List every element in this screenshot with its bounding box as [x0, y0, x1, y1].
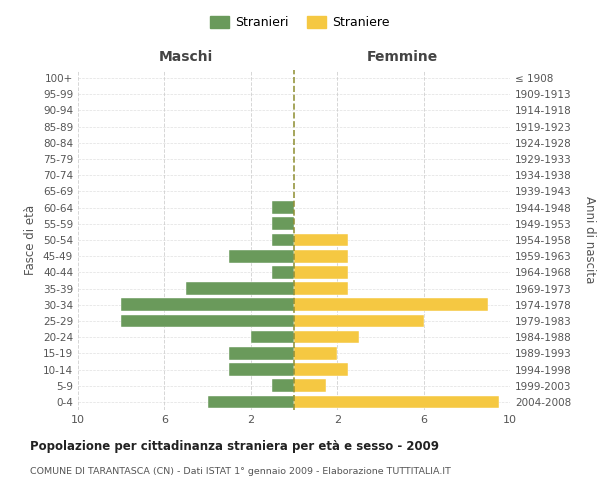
Bar: [294, 380, 326, 392]
Y-axis label: Fasce di età: Fasce di età: [25, 205, 37, 275]
Bar: [294, 347, 337, 360]
Text: Popolazione per cittadinanza straniera per età e sesso - 2009: Popolazione per cittadinanza straniera p…: [30, 440, 439, 453]
Bar: [272, 202, 294, 214]
Bar: [272, 234, 294, 246]
Text: COMUNE DI TARANTASCA (CN) - Dati ISTAT 1° gennaio 2009 - Elaborazione TUTTITALIA: COMUNE DI TARANTASCA (CN) - Dati ISTAT 1…: [30, 468, 451, 476]
Bar: [294, 282, 348, 295]
Bar: [294, 331, 359, 344]
Bar: [272, 218, 294, 230]
Bar: [208, 396, 294, 408]
Bar: [272, 266, 294, 278]
Bar: [229, 363, 294, 376]
Bar: [294, 234, 348, 246]
Text: Maschi: Maschi: [159, 50, 213, 64]
Bar: [186, 282, 294, 295]
Bar: [121, 298, 294, 311]
Bar: [294, 314, 424, 328]
Bar: [251, 331, 294, 344]
Legend: Stranieri, Straniere: Stranieri, Straniere: [205, 11, 395, 34]
Bar: [294, 250, 348, 262]
Bar: [272, 380, 294, 392]
Text: Femmine: Femmine: [367, 50, 437, 64]
Bar: [121, 314, 294, 328]
Bar: [294, 266, 348, 278]
Bar: [229, 347, 294, 360]
Bar: [229, 250, 294, 262]
Y-axis label: Anni di nascita: Anni di nascita: [583, 196, 596, 284]
Bar: [294, 396, 499, 408]
Bar: [294, 298, 488, 311]
Bar: [294, 363, 348, 376]
